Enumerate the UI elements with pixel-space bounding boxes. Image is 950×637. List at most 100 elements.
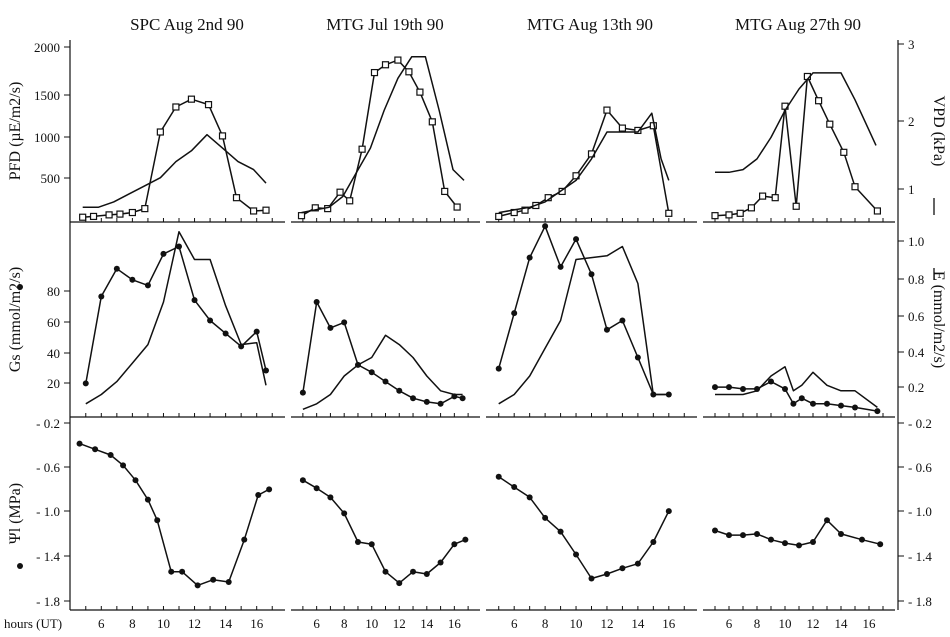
data-point-dot: [410, 395, 417, 402]
data-point-square: [394, 56, 402, 64]
x-tick-label: 14: [835, 616, 849, 631]
data-point-square: [172, 103, 180, 111]
data-point-dot: [222, 330, 229, 337]
data-point-dot: [650, 538, 657, 545]
right-tick-label: 0.8: [908, 272, 924, 287]
x-tick-label: 6: [313, 616, 320, 631]
data-point-dot: [176, 243, 182, 250]
x-tick-label: 12: [600, 616, 613, 631]
data-point-dot: [266, 486, 273, 493]
gs-marker-glyph: [17, 284, 23, 290]
data-point-square: [711, 212, 719, 220]
data-point-square: [405, 68, 413, 76]
data-point-dot: [82, 380, 89, 387]
data-point-dot: [327, 324, 334, 331]
x-tick-label: 10: [157, 616, 170, 631]
left-axis-label: PFD (µE/m2/s): [7, 82, 24, 181]
series-line-2-3-1: [497, 225, 669, 396]
data-point-square: [725, 211, 733, 219]
data-point-square: [840, 148, 848, 156]
data-point-dot: [838, 530, 844, 537]
right-tick-label: 3: [908, 37, 915, 52]
series-line-3-1-1: [79, 442, 270, 587]
data-point-dot: [495, 365, 502, 372]
series-line-1-2-2: [301, 56, 465, 214]
data-point-dot: [98, 293, 105, 300]
data-point-dot: [396, 387, 403, 394]
left-tick-label: 500: [41, 171, 61, 186]
right-axis-label: VPD (kPa): [930, 96, 947, 167]
data-point-dot: [768, 378, 774, 385]
x-tick-label: 10: [779, 616, 792, 631]
data-point-dot: [790, 400, 797, 407]
series-line-3-4-1: [714, 519, 881, 547]
data-point-dot: [191, 297, 198, 304]
panel-title-3: MTG Aug 13th 90: [527, 15, 653, 34]
data-point-square: [758, 192, 767, 200]
data-point-dot: [634, 354, 641, 361]
data-point-dot: [299, 389, 306, 396]
data-point-square: [826, 120, 834, 128]
data-point-square: [814, 97, 823, 105]
right-tick-label: - 0.6: [908, 460, 932, 475]
data-point-square: [79, 213, 87, 221]
left-tick-label: 1000: [34, 130, 60, 145]
data-point-dot: [798, 395, 805, 402]
data-point-square: [453, 203, 461, 211]
data-point-dot: [782, 385, 788, 392]
data-point-dot: [796, 542, 802, 549]
x-tick-label: 12: [393, 616, 406, 631]
data-point-dot: [810, 538, 816, 545]
data-point-square: [358, 145, 366, 153]
data-point-square: [736, 209, 744, 217]
data-point-dot: [120, 462, 127, 469]
left-tick-label: 40: [47, 346, 60, 361]
data-point-dot: [327, 494, 334, 501]
data-point-dot: [726, 384, 732, 391]
left-axis-label: Gs (mmol/m2/s): [7, 267, 24, 372]
data-point-square: [297, 212, 306, 220]
data-point-dot: [179, 568, 186, 575]
data-point-dot: [557, 528, 564, 535]
right-tick-label: - 0.2: [908, 416, 932, 431]
series-line-1-2-1: [301, 59, 458, 217]
left-tick-label: - 1.8: [36, 594, 60, 609]
x-tick-label: 8: [754, 616, 761, 631]
left-tick-label: - 0.2: [36, 416, 60, 431]
data-point-square: [141, 205, 149, 213]
data-point-dot: [207, 317, 214, 324]
x-tick-label: 6: [98, 616, 105, 631]
right-axis-label: E (mmol/m2/s): [930, 271, 947, 368]
data-point-dot: [168, 568, 175, 575]
x-tick-label: 16: [250, 616, 264, 631]
data-point-square: [747, 204, 756, 212]
data-point-dot: [852, 404, 858, 411]
data-point-dot: [241, 536, 248, 543]
data-point-dot: [160, 250, 167, 257]
left-tick-label: 60: [47, 315, 60, 330]
data-point-dot: [712, 527, 718, 534]
x-tick-label: 6: [511, 616, 518, 631]
data-point-dot: [129, 276, 136, 283]
right-tick-label: - 1.8: [908, 594, 932, 609]
series-line-1-1-2: [82, 133, 267, 209]
series-line-1-3-1: [498, 109, 670, 218]
left-tick-label: - 0.6: [36, 460, 60, 475]
right-tick-label: 0.6: [908, 309, 925, 324]
data-point-dot: [113, 265, 120, 272]
data-point-dot: [542, 223, 549, 230]
data-point-square: [187, 95, 196, 103]
left-tick-label: 20: [47, 376, 60, 391]
data-point-dot: [573, 236, 580, 243]
data-point-dot: [410, 568, 417, 575]
right-tick-label: 1.0: [908, 234, 924, 249]
left-tick-label: 80: [47, 284, 60, 299]
data-point-dot: [341, 510, 348, 517]
panel-title-1: SPC Aug 2nd 90: [130, 15, 244, 34]
data-point-dot: [107, 452, 114, 459]
data-point-dot: [423, 570, 430, 577]
data-point-square: [792, 202, 800, 210]
data-point-dot: [368, 541, 375, 548]
left-tick-label: 1500: [34, 88, 60, 103]
series-line-2-1-1: [85, 245, 267, 384]
